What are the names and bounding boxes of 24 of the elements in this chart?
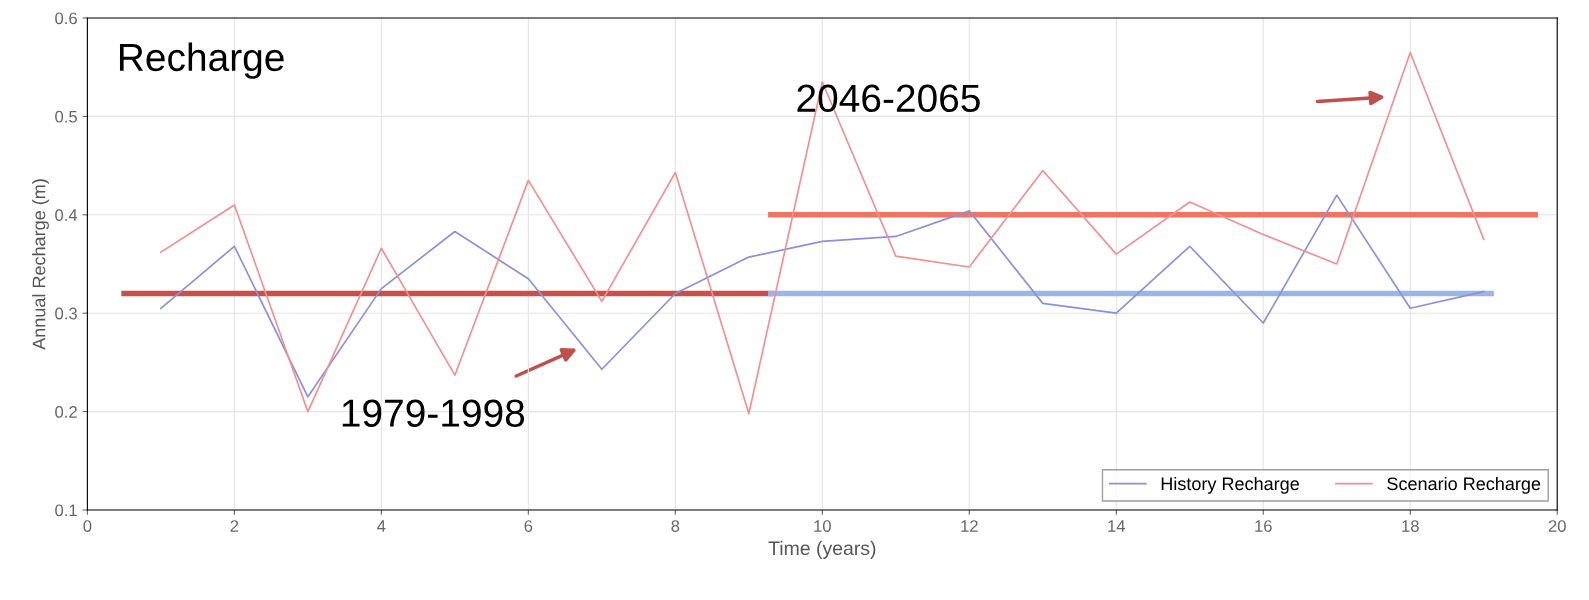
annotation: 2046-2065 <box>797 84 980 113</box>
y-tick-label: 0.6 <box>55 12 77 25</box>
x-tick-label: 4 <box>377 520 386 532</box>
x-tick-label: 6 <box>524 520 533 532</box>
y-tick-label: 0.3 <box>55 307 77 320</box>
x-tick-label: 18 <box>1402 520 1419 532</box>
x-tick-label: 16 <box>1255 520 1272 532</box>
x-tick-label: 8 <box>671 520 680 532</box>
x-tick-label: 2 <box>230 520 239 532</box>
x-tick-label: 0 <box>83 520 92 532</box>
y-tick-label: 0.4 <box>55 209 78 221</box>
x-axis-title: Time (years) <box>768 540 876 559</box>
legend-label: Scenario Recharge <box>1387 476 1541 494</box>
x-tick-label: 14 <box>1108 520 1126 532</box>
legend-label: History Recharge <box>1161 476 1299 494</box>
y-tick-label: 0.1 <box>55 504 77 517</box>
text: Recharge <box>119 42 284 79</box>
y-tick-label: 0.5 <box>55 110 77 123</box>
y-axis-title: Annual Recharge (m) <box>32 179 49 350</box>
x-tick-label: 20 <box>1548 520 1566 532</box>
y-tick-label: 0.2 <box>55 406 77 418</box>
x-tick-label: 12 <box>961 520 978 532</box>
annotation: 1979-1998 <box>342 399 525 427</box>
x-tick-label: 10 <box>814 520 831 532</box>
